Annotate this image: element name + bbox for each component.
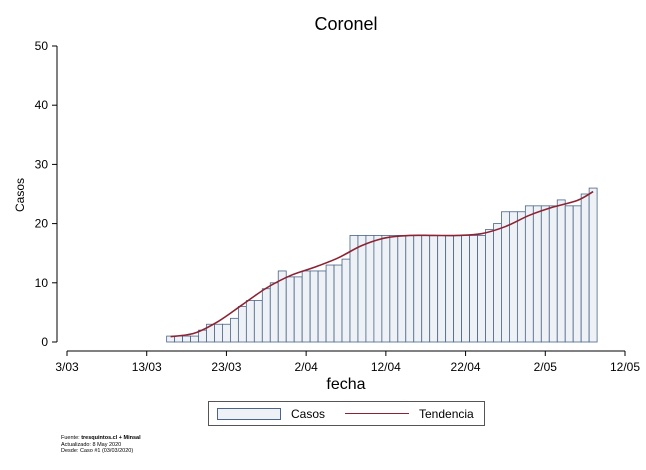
bar-2020-05-08 <box>588 187 598 343</box>
bar-2020-04-09 <box>357 235 367 343</box>
bar-2020-04-11 <box>373 235 383 343</box>
x-axis-label: fecha <box>326 376 365 393</box>
bar-2020-04-27 <box>501 211 510 343</box>
legend: Casos Tendencia <box>208 401 485 426</box>
axes: 0 10 20 30 40 50 3/03 13/03 23/03 2/04 12/04 22/04 2… <box>35 39 641 374</box>
x-tick-label: 23/03 <box>211 360 241 374</box>
bar-2020-03-23 <box>222 323 231 343</box>
bar-2020-04-29 <box>516 211 526 343</box>
bar-2020-04-15 <box>405 235 415 343</box>
legend-swatch-casos <box>217 407 281 420</box>
x-tick-label: 3/03 <box>55 360 79 374</box>
bar-2020-04-30 <box>524 205 534 343</box>
bar-2020-03-26 <box>245 300 255 343</box>
bar-2020-03-19 <box>190 335 199 343</box>
bar-2020-05-03 <box>548 205 558 343</box>
x-tick-label: 2/05 <box>534 360 558 374</box>
bar-2020-04-07 <box>341 258 351 343</box>
legend-item-casos: Casos <box>217 402 325 425</box>
bar-2020-03-27 <box>253 300 263 343</box>
bar-2020-05-06 <box>572 205 582 343</box>
bar-2020-04-26 <box>493 223 502 343</box>
bar-2020-04-18 <box>429 235 439 343</box>
y-tick-label: 40 <box>35 98 49 112</box>
bar-2020-04-16 <box>413 235 423 343</box>
x-tick-label: 2/04 <box>294 360 318 374</box>
bar-2020-04-20 <box>445 235 455 343</box>
x-tick-label: 12/04 <box>371 360 401 374</box>
y-tick-label: 20 <box>35 217 49 231</box>
bar-2020-03-22 <box>214 323 223 343</box>
bar-2020-04-04 <box>317 270 327 343</box>
bar-2020-04-12 <box>381 235 391 343</box>
bar-2020-04-24 <box>477 235 486 343</box>
bar-2020-04-13 <box>389 235 399 343</box>
bar-series <box>166 187 598 343</box>
legend-label-casos: Casos <box>291 406 326 421</box>
bar-2020-03-18 <box>182 335 191 343</box>
x-tick-label: 13/03 <box>132 360 162 374</box>
trend-series <box>170 190 594 338</box>
chart-title: Coronel <box>314 14 377 34</box>
bar-2020-03-17 <box>174 335 183 343</box>
bar-2020-04-10 <box>365 235 375 343</box>
bar-2020-04-01 <box>293 276 303 343</box>
bar-2020-03-25 <box>237 306 247 343</box>
bar-2020-04-02 <box>301 270 311 343</box>
y-axis-label: Casos <box>13 178 27 212</box>
y-tick-label: 30 <box>35 157 49 171</box>
bar-2020-04-21 <box>453 235 462 343</box>
bar-2020-04-19 <box>437 235 447 343</box>
y-tick-label: 50 <box>35 39 49 53</box>
bar-2020-04-06 <box>333 264 343 343</box>
trend-line <box>170 190 594 338</box>
legend-swatch-tendencia <box>345 413 409 414</box>
bar-2020-04-03 <box>309 270 319 343</box>
x-tick-label: 12/05 <box>610 360 640 374</box>
bar-2020-04-14 <box>397 235 407 343</box>
bar-2020-05-07 <box>580 193 590 343</box>
bar-2020-05-01 <box>532 205 542 343</box>
bar-2020-03-29 <box>269 282 279 343</box>
footer-source: Fuente: tresquintos.cl + Minsal <box>61 435 141 441</box>
bar-2020-05-04 <box>556 199 566 343</box>
bar-2020-03-24 <box>230 317 239 343</box>
y-tick-label: 0 <box>41 335 48 349</box>
bar-2020-03-31 <box>285 276 295 343</box>
source-footer: Fuente: tresquintos.cl + Minsal Actualiz… <box>61 435 141 455</box>
bar-2020-03-28 <box>261 288 271 343</box>
footer-updated: Actualizado: 8 May 2020 <box>61 441 122 448</box>
bar-2020-04-25 <box>485 229 494 343</box>
legend-label-tendencia: Tendencia <box>419 406 474 421</box>
bar-2020-04-05 <box>325 264 335 343</box>
bar-2020-04-22 <box>461 235 470 343</box>
bar-2020-04-28 <box>509 211 518 343</box>
y-tick-label: 10 <box>35 276 49 290</box>
bar-2020-05-05 <box>564 205 574 343</box>
x-tick-label: 22/04 <box>451 360 481 374</box>
legend-item-tendencia: Tendencia <box>345 402 474 425</box>
bar-2020-05-02 <box>540 205 550 343</box>
bar-2020-04-17 <box>421 235 431 343</box>
bar-2020-04-23 <box>469 235 478 343</box>
footer-since: Desde: Caso #1 (03/03/2020) <box>61 448 134 454</box>
